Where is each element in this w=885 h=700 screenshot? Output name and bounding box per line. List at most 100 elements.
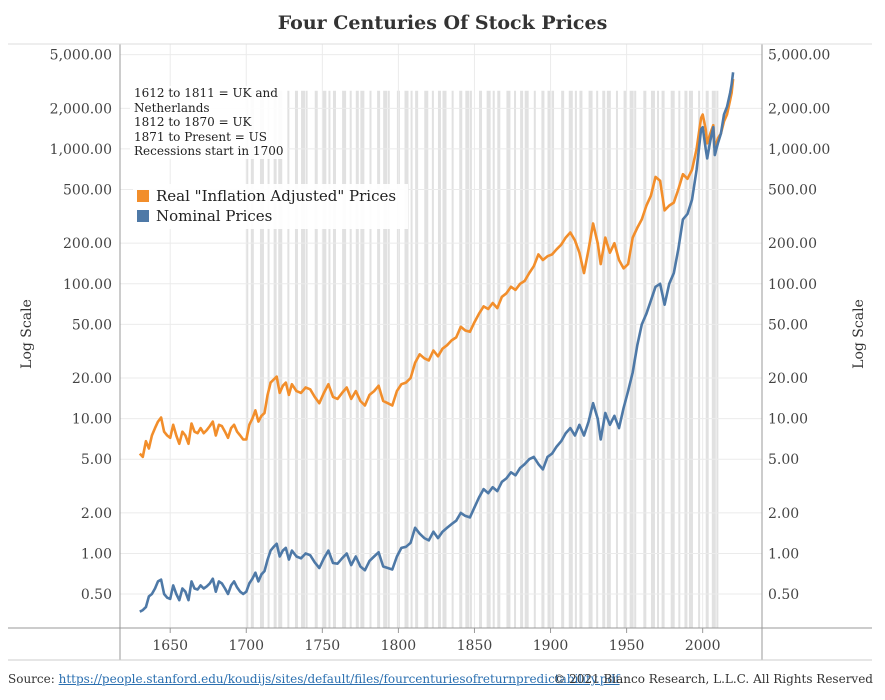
source-link[interactable]: https://people.stanford.edu/koudijs/site… <box>58 672 620 686</box>
recession-band <box>492 90 495 628</box>
y-tick-label-right: 5.00 <box>768 452 799 468</box>
note-line: Recessions start in 1700 <box>134 144 284 158</box>
recession-band <box>561 90 565 628</box>
recession-band <box>623 90 627 628</box>
chart-title: Four Centuries Of Stock Prices <box>277 12 608 34</box>
y-tick-label-right: 10.00 <box>768 412 808 428</box>
recession-band <box>305 90 308 628</box>
recession-band <box>349 90 352 628</box>
data-note: 1612 to 1811 = UK and Netherlands 1812 to … <box>130 86 288 159</box>
recession-band <box>301 90 306 628</box>
axes: 5,000.00 5,000.00 2,000.00 2,000.00 1,000.00… <box>8 43 872 661</box>
y-tick-label-right: 500.00 <box>768 183 817 199</box>
recession-band <box>332 90 336 628</box>
recession-band <box>533 90 536 628</box>
series-lines <box>138 72 735 613</box>
y-axis-label-right: Log Scale <box>850 299 867 369</box>
y-tick-label-left: 1.00 <box>81 546 112 562</box>
recession-band <box>541 90 545 628</box>
y-axis-label-left: Log Scale <box>18 299 35 369</box>
recession-band <box>661 90 665 628</box>
recession-band <box>278 90 283 628</box>
recession-band <box>314 90 318 628</box>
recession-band <box>678 90 681 628</box>
recession-band <box>547 90 552 628</box>
recession-band <box>698 90 701 628</box>
y-tick-label-left: 1,000.00 <box>50 142 112 158</box>
x-tick-label: 1700 <box>228 638 264 654</box>
recession-band <box>552 90 555 628</box>
recession-band <box>514 90 517 628</box>
recession-band <box>705 90 709 628</box>
recession-band <box>360 90 365 628</box>
recession-band <box>459 90 463 628</box>
recession-band <box>451 90 454 628</box>
x-tick-label: 1950 <box>609 638 645 654</box>
y-tick-label-left: 5.00 <box>81 452 112 468</box>
recession-band <box>328 90 331 628</box>
y-tick-label-left: 200.00 <box>63 236 112 252</box>
recession-band <box>267 90 270 628</box>
y-tick-label-right: 200.00 <box>768 236 817 252</box>
footer-copyright: © 2021 Bianco Research, L.L.C. All Right… <box>553 672 873 686</box>
recession-band <box>355 90 359 628</box>
recession-band <box>465 90 470 628</box>
y-tick-label-right: 0.50 <box>768 587 799 603</box>
recession-band <box>259 90 264 628</box>
recession-band <box>574 90 577 628</box>
y-tick-label-left: 2.00 <box>81 506 112 522</box>
note-line: Netherlands <box>134 100 210 115</box>
x-tick-label: 2000 <box>685 638 721 654</box>
y-tick-label-left: 2,000.00 <box>50 101 112 117</box>
recession-band <box>588 90 593 628</box>
recession-band <box>469 90 472 628</box>
recession-band <box>479 90 483 628</box>
x-tick-label: 1650 <box>152 638 188 654</box>
recession-band <box>568 90 573 628</box>
recession-band <box>602 90 606 628</box>
recession-band <box>497 90 501 628</box>
recession-band <box>716 90 719 628</box>
y-tick-label-right: 2.00 <box>768 506 799 522</box>
note-line: 1812 to 1870 = UK <box>134 115 252 129</box>
legend-swatch-nominal <box>137 210 149 222</box>
recession-band <box>688 90 693 628</box>
recession-band <box>643 90 647 628</box>
recession-band <box>410 90 413 628</box>
x-tick-label: 1900 <box>533 638 569 654</box>
y-tick-label-right: 20.00 <box>768 371 808 387</box>
note-line: 1871 to Present = US <box>134 129 267 144</box>
recession-bands <box>246 90 719 628</box>
real-prices-line <box>138 78 735 459</box>
source-prefix: Source: <box>8 672 59 686</box>
legend-label-nominal: Nominal Prices <box>156 207 273 225</box>
y-tick-label-right: 1.00 <box>768 546 799 562</box>
y-tick-label-left: 20.00 <box>72 371 112 387</box>
recession-band <box>524 90 529 628</box>
x-tick-label: 1750 <box>305 638 341 654</box>
y-tick-label-right: 5,000.00 <box>768 48 830 64</box>
y-tick-label-left: 500.00 <box>63 183 112 199</box>
recession-band <box>506 90 511 628</box>
recession-band <box>294 90 298 628</box>
y-tick-label-right: 2,000.00 <box>768 101 830 117</box>
legend-label-real: Real "Inflation Adjusted" Prices <box>156 187 397 205</box>
y-tick-label-right: 1,000.00 <box>768 142 830 158</box>
recession-band <box>404 90 409 628</box>
x-tick-label: 1850 <box>457 638 493 654</box>
recession-band <box>657 90 660 628</box>
nominal-prices-line <box>139 72 735 613</box>
recession-band <box>246 90 249 628</box>
recession-band <box>369 90 372 628</box>
recession-band <box>486 90 491 628</box>
y-tick-label-left: 100.00 <box>63 277 112 293</box>
recession-band <box>437 90 441 628</box>
recession-band <box>322 90 327 628</box>
recession-band <box>650 90 655 628</box>
recession-band <box>250 90 254 628</box>
legend-swatch-real <box>137 190 149 202</box>
recession-band <box>387 90 390 628</box>
recession-band <box>629 90 634 628</box>
legend: Real "Inflation Adjusted" Prices Nominal… <box>133 184 409 229</box>
